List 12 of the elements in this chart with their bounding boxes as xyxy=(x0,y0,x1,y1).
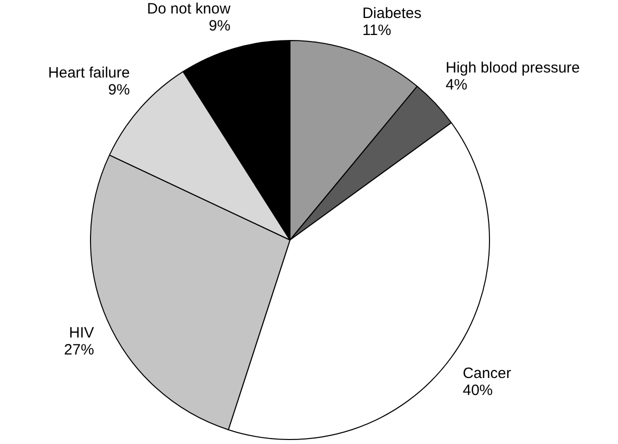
slice-label: Diabetes xyxy=(362,4,422,22)
slice-label: HIV xyxy=(69,324,94,342)
data-label: 11% xyxy=(362,22,392,39)
data-label: 9% xyxy=(208,18,230,35)
slice-label: Heart failure xyxy=(48,64,130,82)
data-label: 4% xyxy=(446,76,468,94)
slice-label: High blood pressure xyxy=(446,59,580,76)
data-label: 40% xyxy=(462,382,493,400)
data-label: 9% xyxy=(108,81,130,98)
slice-label: Cancer xyxy=(462,365,512,382)
data-label: 27% xyxy=(64,341,94,358)
slice-label: Do not know xyxy=(147,0,231,18)
